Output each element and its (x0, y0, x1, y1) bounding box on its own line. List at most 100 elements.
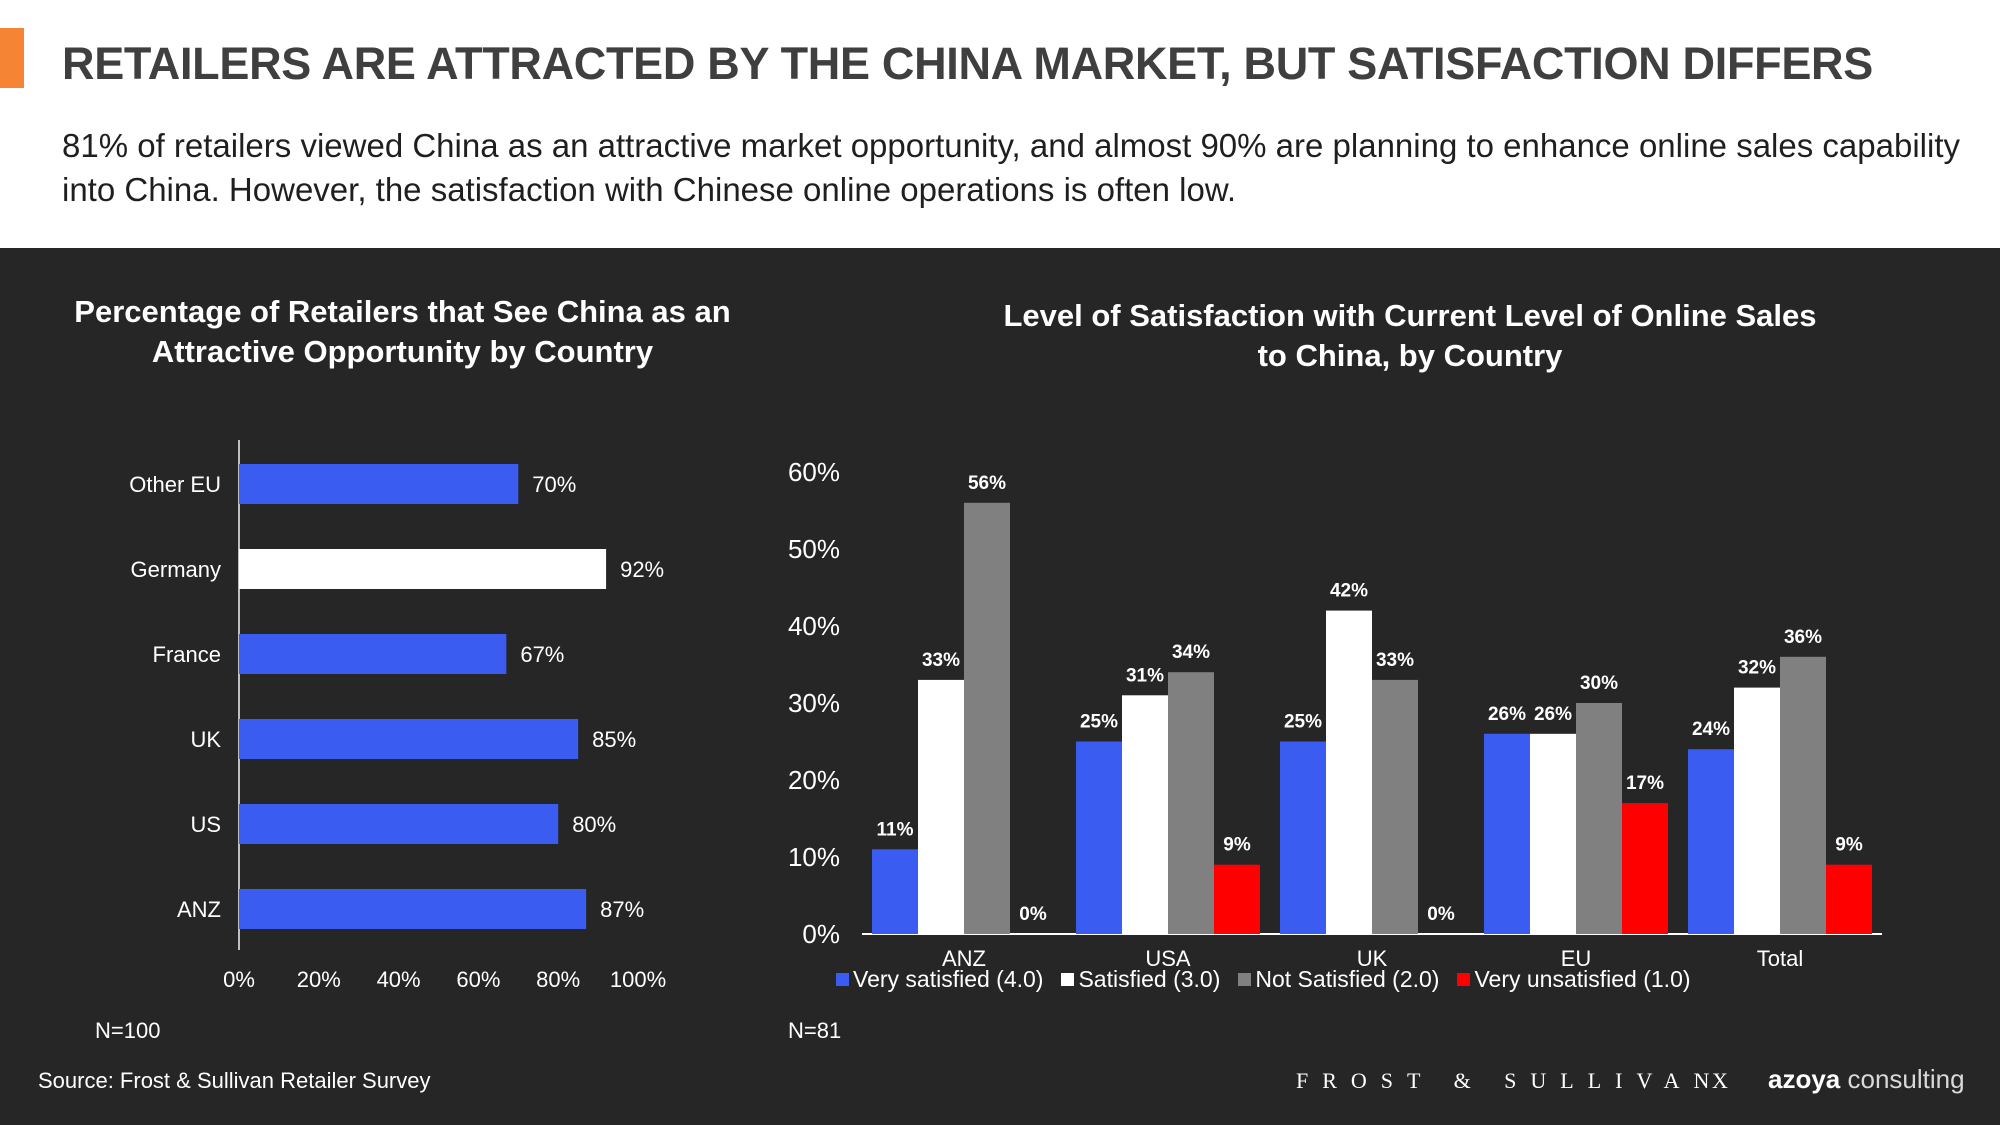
legend-swatch (1238, 973, 1252, 986)
data-label: 0% (1019, 904, 1047, 925)
data-label: 42% (1330, 581, 1368, 602)
legend-item: Very unsatisfied (1.0) (1457, 966, 1691, 993)
data-label: 32% (1738, 658, 1776, 679)
y-tick-label: 30% (788, 688, 840, 718)
legend-label: Very satisfied (4.0) (853, 966, 1044, 992)
bar-usa-series-2 (1122, 695, 1168, 934)
legend-swatch (1457, 973, 1471, 986)
data-label: 92% (620, 557, 664, 582)
bar-anz-series-3 (964, 502, 1010, 934)
bar-usa-series-1 (1076, 741, 1122, 934)
bar-uk-series-1 (1280, 741, 1326, 934)
data-label: 25% (1080, 712, 1118, 733)
category-label: ANZ (177, 897, 221, 922)
data-label: 33% (1376, 650, 1414, 671)
data-label: 26% (1488, 704, 1526, 725)
category-label: UK (190, 727, 221, 752)
y-tick-label: 40% (788, 611, 840, 641)
title-accent-bar (0, 28, 24, 88)
data-label: 25% (1284, 712, 1322, 733)
data-label: 85% (592, 727, 636, 752)
frost-sullivan-logo: FROST & SULLIVAN (1296, 1068, 1724, 1093)
legend-item: Very satisfied (4.0) (836, 966, 1043, 993)
x-category-label: Total (1757, 946, 1803, 971)
bar-uk (239, 719, 579, 759)
data-label: 67% (520, 642, 564, 667)
x-tick-label: 20% (297, 967, 341, 992)
legend-label: Not Satisfied (2.0) (1255, 966, 1440, 992)
x-tick-label: 40% (377, 967, 421, 992)
data-label: 33% (922, 650, 960, 671)
y-tick-label: 10% (788, 842, 840, 872)
bar-germany (239, 549, 607, 589)
x-tick-label: 0% (223, 967, 255, 992)
left-sample-size-note: N=100 (95, 1018, 161, 1043)
bar-usa-series-3 (1168, 672, 1214, 934)
azoya-logo-light: consulting (1840, 1064, 1965, 1094)
bar-us (239, 804, 559, 844)
data-label: 9% (1835, 835, 1863, 856)
brand-separator-x: X (1712, 1068, 1728, 1093)
data-label: 56% (968, 473, 1006, 494)
right-chart-legend: Very satisfied (4.0) Satisfied (3.0) Not S… (836, 966, 1691, 993)
x-category-label: USA (1145, 946, 1191, 971)
data-label: 0% (1427, 904, 1455, 925)
data-label: 30% (1580, 673, 1618, 694)
legend-label: Satisfied (3.0) (1078, 966, 1221, 992)
bar-total-series-2 (1734, 687, 1780, 934)
bar-total-series-4 (1826, 864, 1872, 934)
bar-total-series-3 (1780, 656, 1826, 934)
data-label: 26% (1534, 704, 1572, 725)
data-label: 24% (1692, 719, 1730, 740)
right-sample-size-note: N=81 (788, 1018, 842, 1043)
x-tick-label: 100% (610, 967, 666, 992)
x-category-label: EU (1561, 946, 1592, 971)
data-label: 80% (572, 812, 616, 837)
category-label: France (153, 642, 221, 667)
bar-anz (239, 889, 587, 929)
azoya-logo-bold: azoya (1768, 1064, 1841, 1094)
right-chart-title: Level of Satisfaction with Current Level… (1003, 298, 1817, 373)
legend-item: Satisfied (3.0) (1061, 966, 1220, 993)
data-label: 34% (1172, 642, 1210, 663)
x-category-label: ANZ (942, 946, 986, 971)
left-chart-title: Percentage of Retailers that See China a… (74, 294, 731, 369)
bar-uk-series-2 (1326, 610, 1372, 934)
y-tick-label: 60% (788, 457, 840, 487)
bar-eu-series-4 (1622, 803, 1668, 934)
data-label: 11% (877, 819, 914, 840)
data-label: 9% (1223, 835, 1251, 856)
legend-label: Very unsatisfied (1.0) (1474, 966, 1691, 992)
bar-france (239, 634, 507, 674)
bar-anz-series-2 (918, 679, 964, 934)
data-label: 31% (1126, 665, 1164, 686)
category-label: US (190, 812, 221, 837)
legend-swatch (836, 973, 849, 986)
source-note: Source: Frost & Sullivan Retailer Survey (38, 1068, 431, 1093)
data-label: 36% (1784, 627, 1822, 648)
azoya-consulting-logo: azoya consulting (1768, 1064, 1965, 1095)
x-tick-label: 80% (536, 967, 580, 992)
bar-usa-series-4 (1214, 864, 1260, 934)
data-label: 17% (1626, 773, 1664, 794)
y-tick-label: 20% (788, 765, 840, 795)
category-label: Germany (131, 557, 221, 582)
legend-item: Not Satisfied (2.0) (1238, 966, 1439, 993)
bar-eu-series-1 (1484, 733, 1530, 934)
bar-eu-series-2 (1530, 733, 1576, 934)
category-label: Other EU (129, 472, 221, 497)
y-tick-label: 0% (802, 919, 840, 949)
bar-other-eu (239, 464, 519, 504)
x-category-label: UK (1357, 946, 1388, 971)
bar-eu-series-3 (1576, 703, 1622, 934)
data-label: 87% (600, 897, 644, 922)
x-tick-label: 60% (456, 967, 500, 992)
bar-total-series-1 (1688, 749, 1734, 934)
page-title: RETAILERS ARE ATTRACTED BY THE CHINA MAR… (62, 38, 1873, 89)
data-label: 70% (532, 472, 576, 497)
page-subtitle: 81% of retailers viewed China as an attr… (62, 127, 1960, 208)
y-tick-label: 50% (788, 534, 840, 564)
legend-swatch (1061, 973, 1075, 986)
bar-anz-series-1 (872, 849, 918, 934)
